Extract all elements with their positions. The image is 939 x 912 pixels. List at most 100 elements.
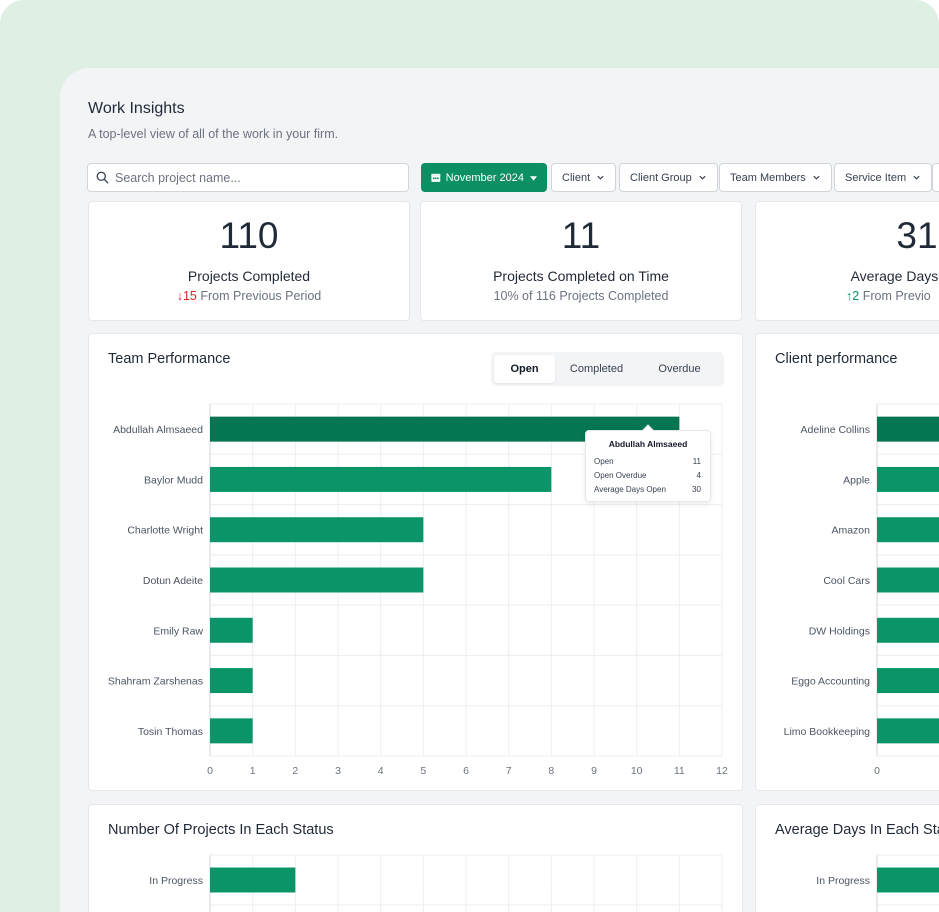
x-tick-label: 8	[548, 765, 554, 777]
category-label: Charlotte Wright	[127, 525, 203, 537]
kpi-value: 11	[561, 215, 601, 256]
category-label: In Progress	[149, 875, 203, 887]
client-performance-card: Client performance Adeline Collins Apple A…	[755, 333, 939, 791]
bar	[877, 867, 939, 893]
kpi-sub: 10% of 116 Projects Completed	[493, 289, 669, 303]
x-tick-label: 3	[335, 765, 341, 777]
tooltip-row-label: Open Overdue	[594, 471, 647, 480]
kpi-label: Projects Completed	[187, 268, 311, 284]
service-item-filter-label: Service Item	[845, 171, 907, 184]
arrow-up-icon: ↑	[846, 289, 853, 303]
bar	[210, 567, 424, 593]
category-label: Cool Cars	[823, 575, 870, 587]
tooltip-row-value: 11	[692, 457, 701, 466]
kpi-card-projects-completed: 110 Projects Completed ↓15 From Previous…	[88, 201, 410, 321]
category-label: Baylor Mudd	[144, 474, 203, 486]
category-label: Amazon	[831, 525, 870, 537]
client-filter-button[interactable]: Client	[551, 163, 617, 192]
tooltip-row: Average Days Open 30	[594, 485, 701, 494]
projects-status-card: Number Of Projects In Each Status In Pro…	[88, 804, 743, 912]
tab-completed[interactable]: Completed	[569, 363, 624, 375]
x-tick-label: 7	[506, 765, 512, 777]
bar	[210, 718, 253, 744]
bar	[210, 466, 552, 492]
search-box[interactable]	[87, 163, 409, 192]
tooltip-row-label: Average Days Open	[594, 485, 666, 494]
x-tick-label: 0	[874, 765, 880, 777]
category-label: Limo Bookkeeping	[784, 726, 871, 738]
client-group-filter-label: Client Group	[630, 171, 692, 184]
client-group-filter-button[interactable]: Client Group	[619, 163, 718, 192]
x-tick-label: 11	[674, 765, 685, 777]
page-title: Work Insights	[88, 100, 185, 117]
category-label: Shahram Zarshenas	[108, 676, 203, 688]
chevron-down-icon	[699, 175, 706, 180]
projects-status-chart: In Progress	[149, 854, 723, 912]
bar	[210, 617, 253, 643]
card-title: Team Performance	[108, 351, 231, 367]
kpi-card-average-days: 31 Average Days to Con ↑2 From Previo	[755, 201, 939, 321]
team-members-filter-label: Team Members	[730, 171, 806, 184]
search-icon	[96, 171, 109, 184]
page-subtitle: A top-level view of all of the work in y…	[88, 127, 339, 141]
category-label: Emily Raw	[153, 625, 203, 637]
kpi-value: 31	[896, 215, 938, 256]
bar	[210, 867, 296, 893]
avg-days-status-chart: In Progress	[816, 854, 939, 912]
tooltip-row-label: Open	[594, 457, 614, 466]
kpi-card-completed-on-time: 11 Projects Completed on Time 10% of 116…	[420, 201, 742, 321]
chevron-down-icon	[813, 175, 820, 180]
bar	[877, 416, 939, 442]
x-tick-label: 1	[250, 765, 256, 777]
kpi-value: 110	[219, 215, 279, 256]
caret-down-icon	[529, 175, 537, 181]
tooltip-row-value: 30	[692, 485, 701, 494]
client-filter-label: Client	[562, 171, 591, 184]
client-performance-chart: Adeline Collins Apple Amazon Cool Cars DW Ho…	[784, 403, 939, 777]
bar	[877, 517, 939, 543]
chart-tooltip: Abdullah Almsaeed Open 11 Open Overdue 4…	[585, 424, 711, 502]
app-window: Work Insights A top-level view of all of…	[60, 68, 939, 912]
x-tick-label: 4	[378, 765, 384, 777]
tooltip-row-value: 4	[696, 471, 701, 480]
team-members-filter-button[interactable]: Team Members	[719, 163, 832, 192]
tooltip-title: Abdullah Almsaeed	[608, 439, 688, 449]
card-title: Number Of Projects In Each Status	[108, 822, 334, 838]
avg-days-status-card: Average Days In Each Stat In Progress	[755, 804, 939, 912]
more-filters-button[interactable]	[932, 163, 939, 192]
chevron-down-icon	[597, 175, 604, 180]
x-tick-label: 0	[207, 765, 213, 777]
kpi-label: Average Days to Con	[850, 268, 939, 284]
x-tick-label: 2	[292, 765, 298, 777]
tab-overdue[interactable]: Overdue	[658, 363, 701, 375]
kpi-delta: ↑2 From Previo	[846, 289, 931, 303]
card-title: Client performance	[775, 351, 898, 367]
kpi-delta-text: From Previo	[862, 289, 931, 303]
x-tick-label: 5	[420, 765, 426, 777]
calendar-icon	[431, 173, 441, 182]
kpi-label: Projects Completed on Time	[493, 268, 669, 284]
bar	[877, 668, 939, 694]
team-performance-card: Team Performance Open Completed Overdue …	[88, 333, 743, 791]
category-label: Eggo Accounting	[791, 676, 870, 688]
bar	[210, 517, 424, 543]
x-tick-label: 9	[591, 765, 597, 777]
bar	[877, 617, 939, 643]
kpi-delta-value: 15	[182, 289, 197, 303]
service-item-filter-button[interactable]: Service Item	[834, 163, 933, 192]
date-filter-button[interactable]: November 2024	[421, 163, 547, 192]
tab-open[interactable]: Open	[494, 355, 555, 383]
x-tick-label: 10	[631, 765, 643, 777]
bar	[877, 567, 939, 593]
tooltip-row: Open Overdue 4	[594, 471, 701, 480]
card-title: Average Days In Each Stat	[775, 822, 939, 838]
category-label: In Progress	[816, 875, 870, 887]
kpi-delta: ↓15 From Previous Period	[89, 289, 409, 303]
x-tick-label: 12	[716, 765, 728, 777]
bar	[877, 718, 939, 744]
status-tabs: Open Completed Overdue	[491, 352, 724, 386]
search-input[interactable]	[115, 170, 395, 185]
category-label: Apple	[843, 474, 870, 486]
bar	[877, 466, 939, 492]
